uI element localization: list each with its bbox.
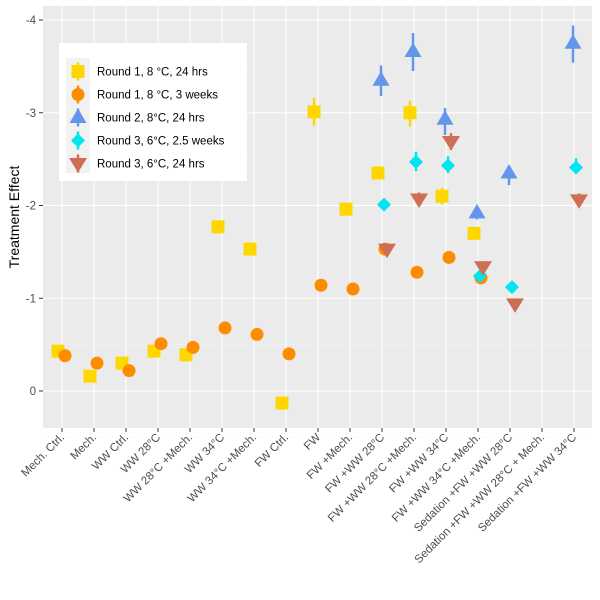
y-tick-label: -4 [26,15,37,27]
data-point [339,202,353,216]
x-tick-label: Mech. Ctrl. [19,432,67,480]
data-point [314,278,328,292]
data-point [404,42,422,58]
legend-key-circle-icon [71,88,85,101]
legend-key-diamond-icon [71,133,85,148]
legend-label: Round 1, 8 °C, 3 weeks [97,90,218,102]
data-point [570,194,588,209]
legend-key-triangle-up-icon [69,108,87,123]
data-point [58,349,72,363]
data-point [474,261,492,276]
data-point [371,166,385,180]
data-point [186,340,200,354]
data-point [441,158,455,173]
data-point [282,347,296,361]
legend-key-square-icon [71,65,85,78]
data-point [410,265,424,279]
data-point [442,250,456,264]
data-point [564,34,582,49]
data-point [218,321,232,335]
data-point [403,106,417,120]
data-point [410,193,428,209]
data-point [505,280,519,295]
data-point [90,356,104,370]
y-tick-label: -1 [26,293,36,305]
data-point [346,282,360,296]
data-point [243,242,257,256]
data-point [436,110,454,125]
data-point [500,164,518,179]
x-tick-label: Mech. [68,432,99,463]
data-point [442,136,460,151]
data-point [211,220,225,234]
data-point [506,298,524,313]
legend-label: Round 1, 8 °C, 24 hrs [97,67,208,79]
data-point [122,364,136,378]
y-axis: -4 -3 -2 -1 0 [26,15,43,398]
data-point [250,327,264,341]
data-point [569,160,583,175]
legend-label: Round 2, 8°C, 24 hrs [97,113,205,125]
data-point [275,396,289,410]
data-point [435,189,449,203]
data-point [467,226,481,240]
y-tick-label: -2 [26,201,36,213]
data-point [83,369,97,383]
data-point [377,197,391,212]
data-point [378,243,396,259]
data-point [372,71,390,86]
legend-label: Round 3, 6°C, 2.5 weeks [97,136,225,148]
legend-key-triangle-down-icon [69,158,87,173]
y-tick-label: 0 [30,386,36,398]
data-points [51,25,588,410]
y-axis-label: Treatment Effect [6,166,22,269]
data-point [307,105,321,119]
data-point [154,337,168,351]
data-point [468,203,486,219]
legend-label: Round 3, 6°C, 24 hrs [97,159,205,171]
legend: Round 1, 8 °C, 24 hrs Round 1, 8 °C, 3 we… [59,43,247,181]
x-axis: Mech. Ctrl. Mech.WW Ctrl.WW 28°CWW 28°C +… [19,428,579,566]
legend-box [59,43,247,181]
y-tick-label: -3 [26,108,36,120]
data-point [409,154,423,169]
x-tick-label: FW [302,432,323,453]
